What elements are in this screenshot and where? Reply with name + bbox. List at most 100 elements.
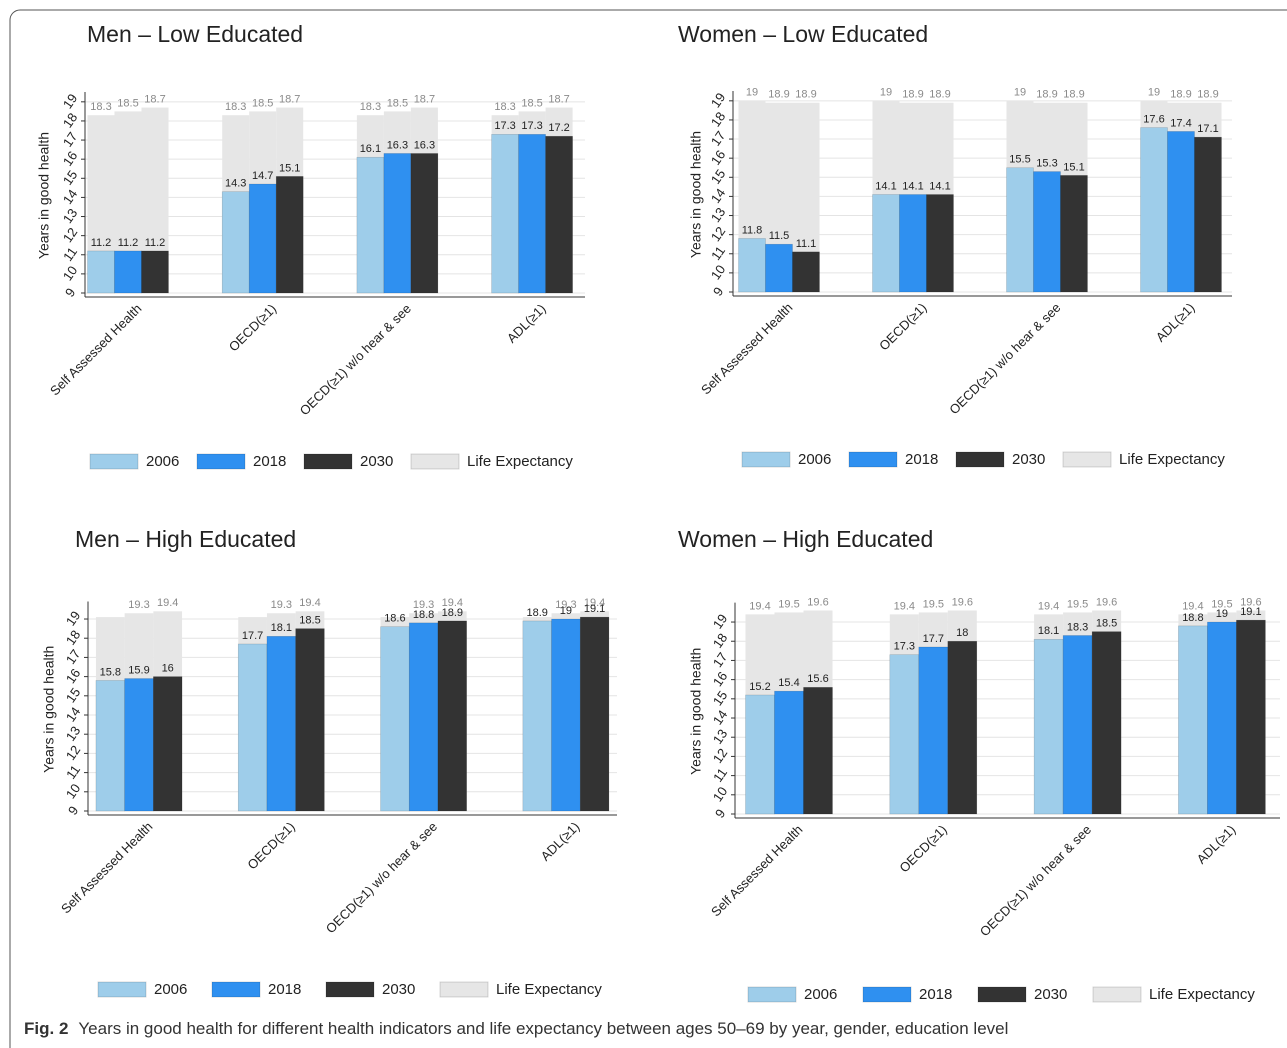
life-expectancy-label: 18.9 [1063, 89, 1084, 101]
bar [114, 250, 142, 294]
y-tick-label: 14 [63, 704, 84, 724]
legend-label: Life Expectancy [1119, 451, 1225, 468]
value-label: 18.5 [1096, 618, 1117, 630]
bar [551, 618, 581, 812]
bar [803, 687, 833, 815]
life-expectancy-label: 18.9 [1036, 89, 1057, 101]
y-tick-label: 11 [708, 243, 728, 263]
value-label: 18.9 [442, 607, 463, 619]
bar [491, 134, 519, 294]
legend-label: 2030 [1012, 451, 1045, 468]
bar [408, 622, 439, 812]
bar [926, 194, 954, 293]
legend-swatch [89, 453, 139, 470]
value-label: 18.1 [271, 622, 292, 634]
bar [947, 640, 978, 815]
y-tick-label: 14 [60, 187, 81, 207]
legend-label: 2030 [360, 453, 393, 470]
chart-title: Women – High Educated [678, 526, 933, 552]
life-expectancy-label: 18.7 [548, 93, 569, 105]
legend-swatch [848, 451, 898, 468]
y-tick-label: 17 [60, 129, 81, 149]
life-expectancy-label: 19.6 [1096, 596, 1117, 608]
y-tick-label: 18 [60, 110, 81, 130]
legend-swatch [862, 986, 912, 1003]
value-label: 19 [1216, 608, 1228, 620]
value-label: 17.3 [494, 120, 515, 132]
value-label: 14.1 [902, 180, 923, 192]
y-tick-label: 12 [63, 743, 84, 763]
life-expectancy-label: 18.5 [387, 97, 408, 109]
legend-swatch [196, 453, 246, 470]
value-label: 19 [560, 605, 572, 617]
value-label: 15.9 [128, 664, 149, 676]
value-label: 18.8 [1182, 612, 1203, 624]
value-label: 15.8 [100, 666, 121, 678]
value-label: 15.2 [749, 681, 770, 693]
y-tick-label: 15 [708, 166, 729, 186]
y-tick-label: 18 [63, 627, 84, 647]
life-expectancy-label: 19.5 [778, 598, 799, 610]
x-tick-label: OECD(≥1) [244, 819, 297, 872]
y-tick-label: 15 [63, 685, 84, 705]
legend-label: 2006 [154, 981, 187, 998]
x-tick-label: OECD(≥1) [226, 301, 279, 354]
caption-text: Years in good health for different healt… [78, 1019, 1008, 1038]
y-tick-label: 16 [710, 669, 731, 689]
value-label: 16.1 [360, 143, 381, 155]
life-expectancy-label: 19.4 [442, 597, 463, 609]
legend-swatch [741, 451, 791, 468]
bar [1236, 619, 1266, 815]
bar [1006, 167, 1034, 293]
legend-label: 2018 [253, 453, 286, 470]
life-expectancy-label: 19.6 [1240, 596, 1261, 608]
bar [266, 635, 296, 812]
y-tick-label: 18 [708, 109, 729, 129]
life-expectancy-label: 18.9 [902, 89, 923, 101]
life-expectancy-label: 18.3 [90, 101, 111, 113]
y-tick-label: 18 [710, 630, 731, 650]
life-expectancy-label: 18.7 [144, 93, 165, 105]
life-expectancy-label: 18.9 [929, 89, 950, 101]
legend-swatch [747, 986, 797, 1003]
y-tick-label: 11 [60, 244, 80, 264]
legend-label: 2030 [1034, 986, 1067, 1003]
legend-swatch [977, 986, 1027, 1003]
y-tick-label: 12 [708, 224, 729, 244]
life-expectancy-label: 19.3 [271, 599, 292, 611]
bar [124, 678, 154, 812]
bar [745, 694, 775, 815]
life-expectancy-label: 18.5 [117, 97, 138, 109]
bar [1194, 136, 1222, 293]
bar [383, 153, 412, 294]
bar [1167, 131, 1195, 293]
bar [1062, 635, 1093, 815]
life-expectancy-label: 19.4 [157, 597, 178, 609]
value-label: 16.3 [387, 139, 408, 151]
value-label: 15.1 [279, 162, 300, 174]
y-axis-title: Years in good health [688, 131, 704, 258]
caption-label: Fig. 2 [24, 1019, 68, 1038]
bar [774, 690, 804, 815]
value-label: 11.2 [118, 237, 139, 249]
value-label: 15.5 [1009, 154, 1030, 166]
y-tick-label: 14 [708, 186, 729, 206]
bar [141, 250, 169, 294]
bar [1207, 621, 1237, 815]
x-tick-label: Self Assessed Health [47, 301, 144, 398]
legend-label: 2018 [919, 986, 952, 1003]
life-expectancy-label: 18.3 [360, 101, 381, 113]
legend-label: 2006 [804, 986, 837, 1003]
value-label: 17.2 [548, 122, 569, 134]
legend-label: 2006 [798, 451, 831, 468]
value-label: 17.1 [1197, 123, 1218, 135]
value-label: 16 [162, 663, 174, 675]
bar [1060, 175, 1088, 293]
life-expectancy-label: 19.3 [413, 599, 434, 611]
value-label: 17.7 [923, 633, 944, 645]
legend-swatch [211, 981, 261, 998]
life-expectancy-label: 18.5 [252, 97, 273, 109]
legend-swatch [303, 453, 353, 470]
caption: Fig. 2 Years in good health for different… [24, 1019, 1008, 1038]
